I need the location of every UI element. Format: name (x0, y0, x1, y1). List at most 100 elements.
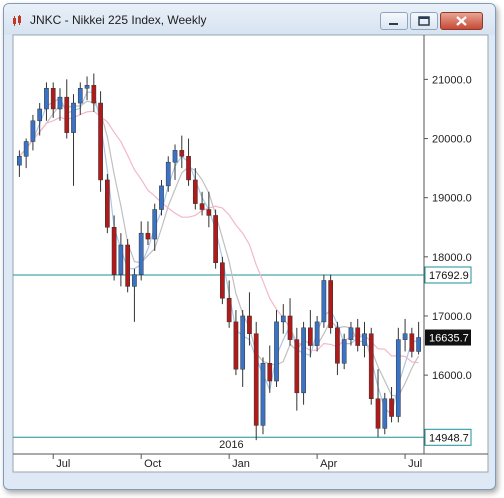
candle[interactable] (23, 138, 29, 169)
candle-body (355, 327, 361, 346)
candle-body (280, 315, 286, 323)
maximize-button[interactable] (410, 12, 438, 30)
candle[interactable] (328, 274, 333, 334)
candle[interactable] (125, 239, 130, 293)
candle[interactable] (321, 274, 327, 328)
candle[interactable] (274, 310, 279, 387)
level-tag-label: 14948.7 (429, 432, 469, 444)
candle[interactable] (287, 298, 293, 346)
candle[interactable] (416, 321, 421, 355)
candle[interactable] (186, 138, 191, 186)
candle[interactable] (77, 82, 83, 115)
candle[interactable] (395, 327, 401, 423)
candle-body (294, 339, 300, 394)
candle[interactable] (91, 73, 97, 112)
candle-body (105, 179, 110, 228)
candle[interactable] (226, 280, 232, 328)
candle[interactable] (192, 168, 198, 210)
candle[interactable] (118, 233, 124, 287)
candle[interactable] (138, 221, 144, 281)
candle[interactable] (301, 321, 306, 405)
candle[interactable] (57, 88, 63, 121)
candle[interactable] (368, 327, 374, 405)
minimize-icon (389, 23, 398, 25)
candle-body (389, 398, 394, 417)
candle-body (341, 339, 347, 364)
candle[interactable] (30, 114, 36, 151)
candle-body (328, 280, 333, 329)
time-axis[interactable] (13, 454, 488, 472)
candle[interactable] (50, 82, 56, 118)
candle-body (233, 321, 239, 370)
candle[interactable] (37, 103, 43, 136)
candle[interactable] (145, 221, 151, 245)
candle-body (23, 141, 29, 157)
candle[interactable] (98, 91, 103, 192)
candle[interactable] (375, 369, 381, 438)
candle[interactable] (105, 174, 110, 234)
candle[interactable] (409, 327, 415, 358)
candle[interactable] (84, 76, 90, 101)
candle[interactable] (348, 321, 354, 346)
title-bar[interactable]: JNKC - Nikkei 225 Index, Weekly (4, 4, 495, 35)
candle[interactable] (253, 321, 259, 441)
candle[interactable] (199, 191, 205, 216)
candle[interactable] (247, 292, 252, 346)
candle[interactable] (71, 94, 76, 186)
candle[interactable] (402, 318, 408, 352)
candle[interactable] (159, 179, 164, 216)
price-axis[interactable] (424, 35, 488, 454)
level-tag-label: 17692.9 (429, 270, 469, 282)
candle-body (125, 244, 130, 287)
candle[interactable] (172, 144, 178, 180)
current-price-label: 16635.7 (429, 333, 469, 345)
minimize-button[interactable] (380, 12, 408, 30)
candle-body (165, 161, 171, 187)
candle[interactable] (240, 310, 246, 387)
candle[interactable] (152, 203, 158, 251)
candle[interactable] (362, 321, 367, 358)
candle-body (368, 333, 374, 400)
candle[interactable] (267, 345, 273, 393)
candle[interactable] (314, 315, 320, 352)
x-tick-label: Oct (144, 458, 161, 470)
price-chart[interactable]: 21000.0 20000.0 19000.0 18000.0 17000.0 16000… (4, 4, 495, 489)
chart-window: JNKC - Nikkei 225 Index, Weekly 21000.0 2… (3, 3, 496, 490)
x-tick-label: Jul (408, 458, 422, 470)
candle-body (44, 88, 49, 110)
x-tick-label: Apr (320, 458, 337, 470)
candle[interactable] (294, 327, 300, 411)
y-tick-label: 17000.0 (432, 311, 472, 323)
candle[interactable] (44, 82, 49, 121)
y-tick-label: 18000.0 (432, 252, 472, 264)
candle[interactable] (64, 79, 70, 139)
candle-body (71, 102, 76, 133)
candle-body (267, 363, 273, 382)
candle[interactable] (233, 310, 239, 376)
candle[interactable] (111, 215, 117, 281)
candle[interactable] (355, 318, 361, 352)
candle[interactable] (17, 150, 22, 177)
candle[interactable] (341, 333, 347, 370)
candle[interactable] (206, 191, 212, 228)
candle[interactable] (260, 357, 266, 435)
candle[interactable] (389, 386, 394, 423)
candle[interactable] (220, 256, 225, 305)
candle-body (84, 85, 90, 89)
candle-body (199, 203, 205, 210)
candle[interactable] (132, 268, 137, 322)
candle[interactable] (382, 392, 388, 435)
candle[interactable] (179, 135, 185, 169)
close-button[interactable] (440, 12, 483, 30)
candle[interactable] (280, 304, 286, 334)
candle-body (375, 398, 381, 429)
candle-body (179, 150, 185, 157)
candle-body (118, 244, 124, 275)
candle-body (335, 327, 340, 364)
candle[interactable] (308, 310, 313, 358)
candle-body (301, 327, 306, 394)
candle[interactable] (335, 321, 340, 376)
y-tick-label: 21000.0 (432, 74, 472, 86)
candle[interactable] (213, 209, 218, 269)
candle[interactable] (165, 156, 171, 192)
